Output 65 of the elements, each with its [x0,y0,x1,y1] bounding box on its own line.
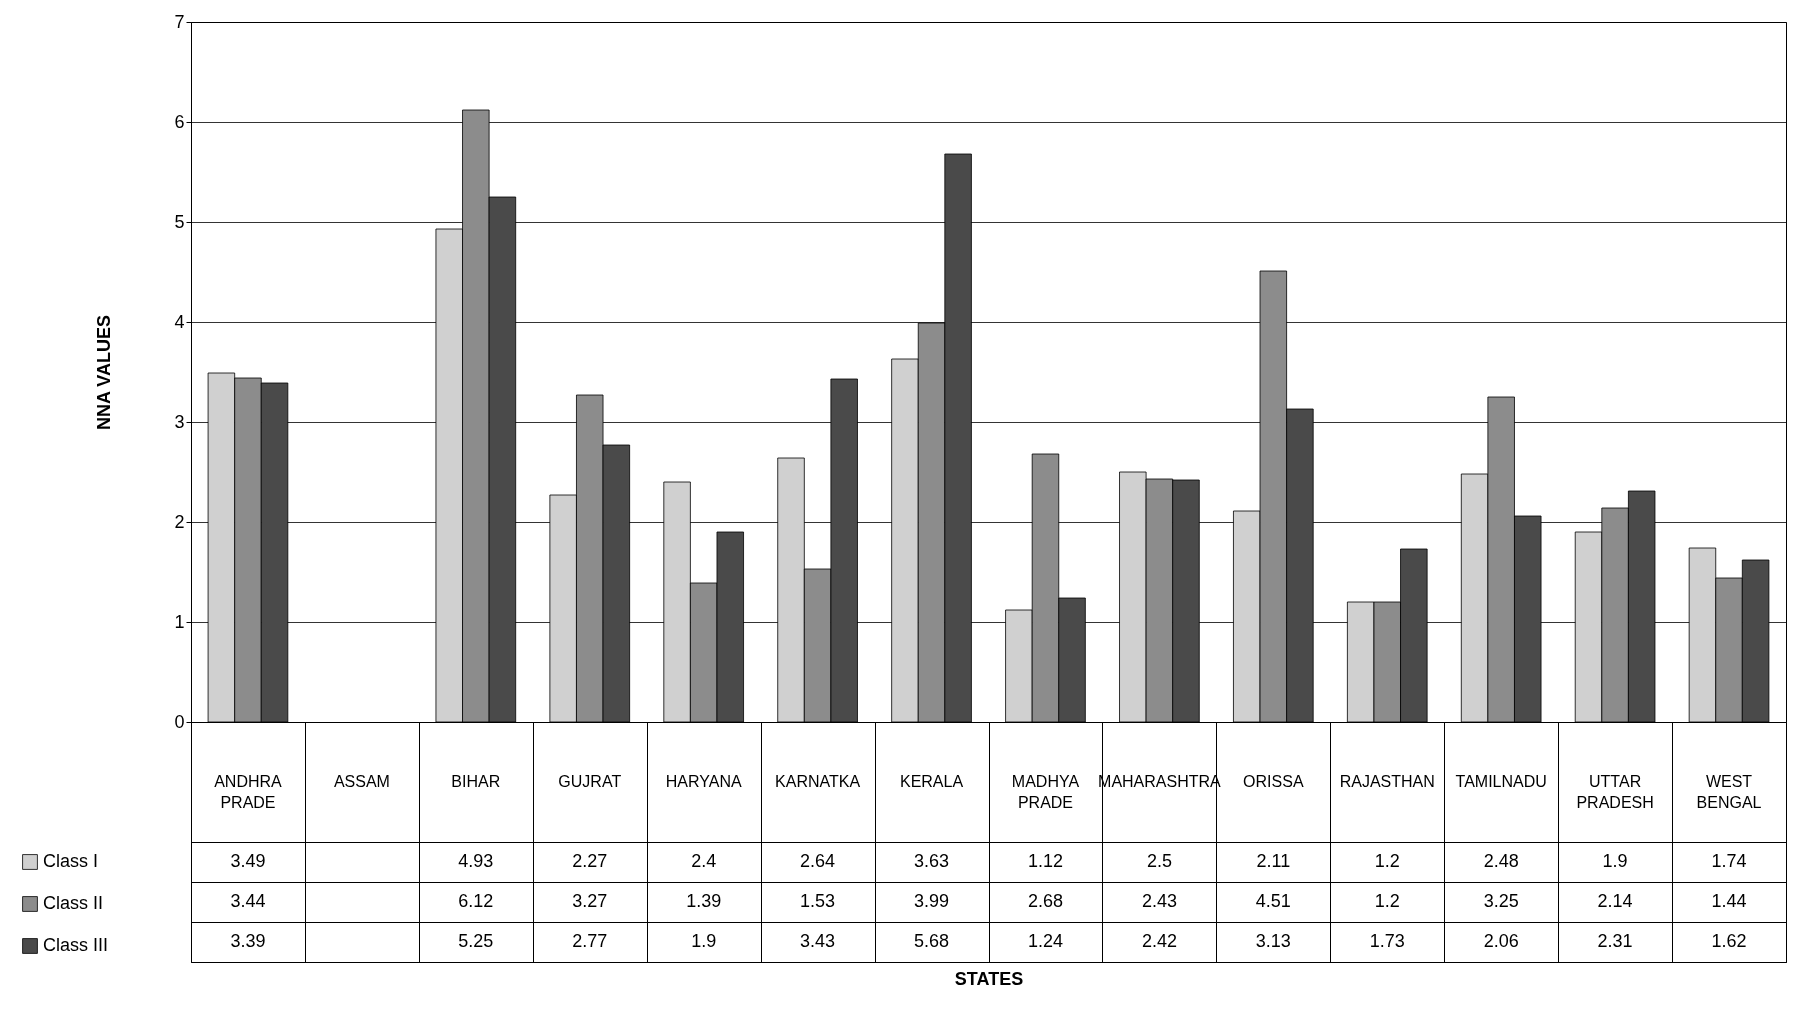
data-label: 2.43 [1141,891,1177,911]
legend-label: Class I [43,851,99,871]
data-label: 2.77 [572,931,608,951]
y-tick-label: 4 [174,311,185,332]
x-tick-label: BIHAR [451,773,501,790]
data-label: 1.73 [1369,931,1405,951]
y-tick-label: 1 [174,611,185,632]
y-tick-label: 3 [174,411,185,432]
x-tick-label: KARNATKA [775,773,861,790]
data-label: 3.25 [1483,891,1519,911]
data-label: 1.62 [1711,931,1747,951]
x-tick-label: ANDHRA PRADE [214,773,283,811]
data-label: 2.48 [1483,851,1519,871]
data-label: 6.12 [458,891,494,911]
data-label: 3.13 [1255,931,1291,951]
data-label: 1.39 [686,891,722,911]
x-tick-label: KERALA [899,773,964,790]
x-tick-label: RAJASTHAN [1339,773,1435,790]
data-label: 1.2 [1374,891,1400,911]
data-label: 1.74 [1711,851,1747,871]
data-label: 3.49 [230,851,266,871]
x-tick-label: MADHYA PRADE [1011,773,1080,811]
x-tick-label: ASSAM [333,773,390,790]
data-label: 1.44 [1711,891,1747,911]
data-label: 3.63 [914,851,950,871]
data-label: 1.9 [1602,851,1628,871]
data-label: 2.4 [691,851,717,871]
data-label: 2.5 [1146,851,1172,871]
y-tick-label: 6 [174,111,185,132]
x-tick-label: TAMILNADU [1455,773,1547,790]
data-label: 1.53 [800,891,836,911]
data-label: 2.31 [1597,931,1633,951]
data-label: 1.24 [1027,931,1063,951]
data-label: 4.51 [1255,891,1291,911]
data-label: 5.25 [458,931,494,951]
y-axis-title: NNA VALUES [94,314,115,431]
x-tick-label: HARYANA [665,773,742,790]
data-label: 2.27 [572,851,608,871]
legend-label: Class III [43,935,109,955]
data-label: 3.44 [230,891,266,911]
data-label: 3.43 [800,931,836,951]
data-label: 2.68 [1027,891,1063,911]
data-label: 2.64 [800,851,836,871]
data-label: 5.68 [914,931,950,951]
data-label: 2.42 [1141,931,1177,951]
data-label: 2.06 [1483,931,1519,951]
y-tick-label: 0 [174,711,185,732]
y-tick-label: 5 [174,211,185,232]
data-label: 1.9 [691,931,717,951]
x-tick-label: GUJRAT [558,773,622,790]
x-tick-label: WEST BENGAL [1696,773,1762,811]
data-label: 1.12 [1027,851,1063,871]
y-tick-label: 7 [174,11,185,32]
text: STATES [954,968,1024,989]
y-tick-label: 2 [174,511,185,532]
data-label: 3.27 [572,891,608,911]
x-tick-label: ORISSA [1243,773,1304,790]
data-label: 3.39 [230,931,266,951]
x-tick-label: UTTAR PRADESH [1576,773,1654,811]
data-label: 4.93 [458,851,494,871]
legend-label: Class II [43,893,104,913]
data-label: 1.2 [1374,851,1400,871]
data-label: 2.11 [1256,851,1291,871]
data-label: 2.14 [1597,891,1633,911]
data-label: 3.99 [914,891,950,911]
